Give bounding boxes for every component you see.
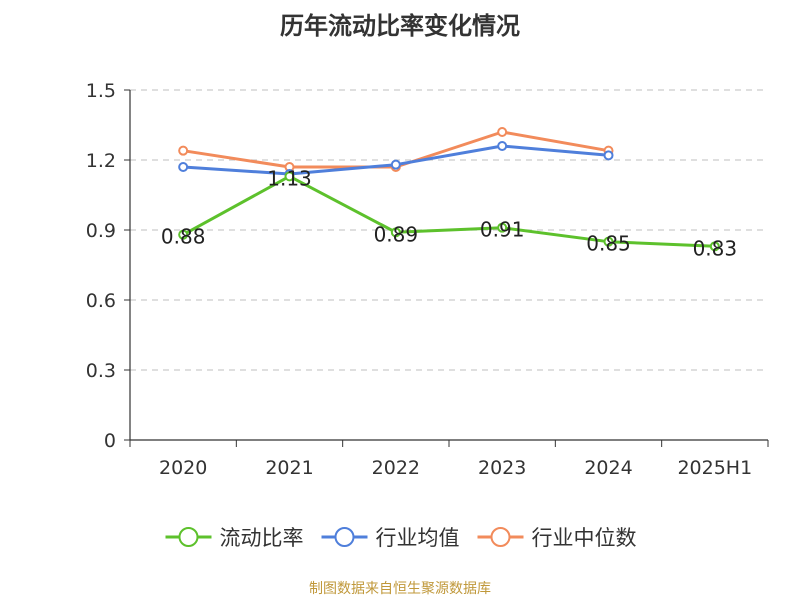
y-tick-label: 1.5 — [86, 80, 116, 102]
source-note: 制图数据来自恒生聚源数据库 — [309, 581, 491, 597]
y-tick-label: 0.6 — [86, 290, 116, 312]
data-label: 0.91 — [480, 218, 525, 242]
legend-label: 行业均值 — [376, 526, 460, 550]
data-point — [178, 229, 189, 240]
legend-marker-1 — [334, 527, 355, 547]
data-point — [497, 141, 508, 151]
data-point — [603, 236, 614, 247]
legend-marker-0 — [178, 527, 199, 547]
data-point — [178, 145, 189, 156]
data-label: 0.88 — [161, 225, 206, 249]
chart-title: 历年流动比率变化情况 — [280, 12, 520, 40]
data-point — [178, 162, 189, 172]
data-label: 1.13 — [267, 166, 312, 190]
data-point — [284, 171, 295, 182]
data-point — [497, 222, 508, 233]
y-tick-label: 1.2 — [86, 150, 116, 172]
x-tick-label: 2025H1 — [677, 457, 752, 479]
data-point — [497, 127, 508, 137]
data-point — [390, 159, 401, 170]
legend-label: 流动比率 — [220, 526, 304, 550]
data-label: 0.83 — [693, 236, 738, 260]
x-tick-label: 2024 — [584, 457, 632, 479]
legend-marker-2 — [490, 527, 511, 547]
series-line-0 — [182, 174, 715, 248]
y-tick-label: 0.3 — [86, 360, 116, 382]
x-tick-label: 2023 — [478, 457, 526, 479]
x-tick-label: 2020 — [159, 457, 207, 479]
legend-label: 行业中位数 — [532, 526, 637, 550]
data-point — [709, 241, 720, 252]
y-tick-label: 0 — [104, 430, 116, 452]
data-label: 0.89 — [374, 222, 419, 246]
x-tick-label: 2022 — [372, 457, 420, 479]
y-tick-label: 0.9 — [86, 220, 116, 242]
x-tick-label: 2021 — [265, 457, 313, 479]
data-label: 0.85 — [586, 232, 631, 256]
data-point — [390, 227, 401, 238]
data-point — [603, 150, 614, 161]
